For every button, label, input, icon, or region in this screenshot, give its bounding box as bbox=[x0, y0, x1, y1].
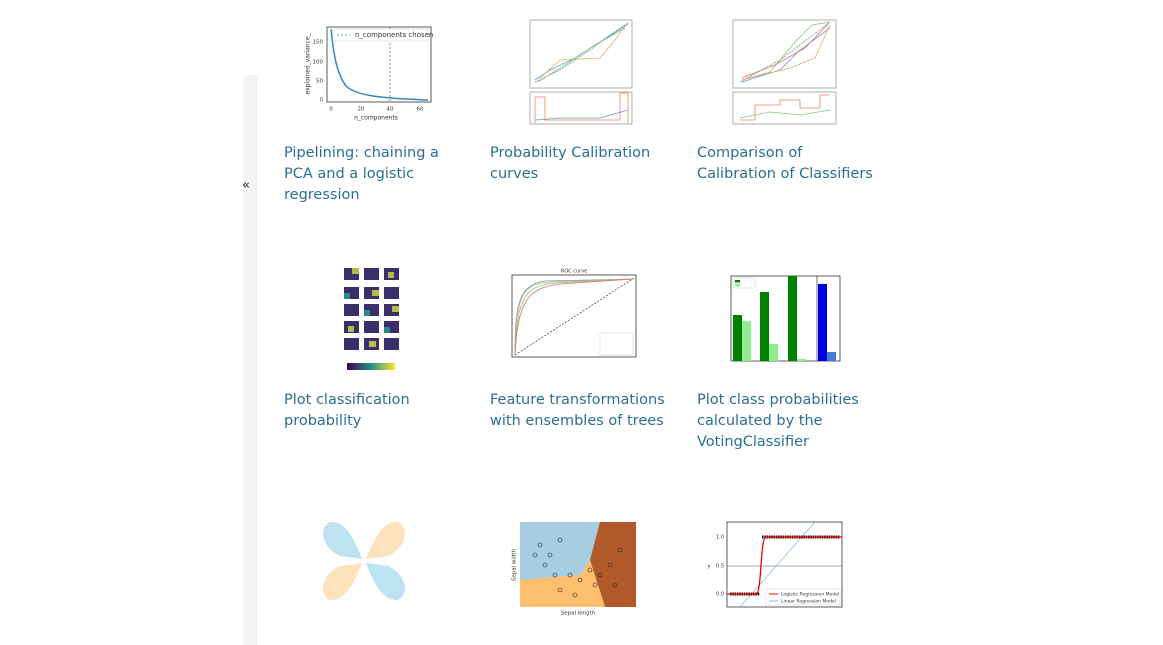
legend-text: Logistic Regression Model bbox=[781, 592, 839, 598]
thumbnail[interactable]: Logistic Regression Model Linear Regress… bbox=[707, 521, 843, 608]
tick-label: 150 bbox=[313, 40, 324, 46]
tick-label: 0.0 bbox=[716, 592, 724, 598]
axis-label: Sepal length bbox=[561, 611, 596, 617]
thumbnail[interactable]: n_components chosen 150 100 50 0 0 20 40… bbox=[305, 26, 434, 122]
axis-label: Sepal width bbox=[512, 548, 518, 581]
axis-label: y bbox=[707, 564, 711, 570]
thumbnail[interactable]: ROC curve bbox=[511, 269, 637, 358]
page: « n_components chosen 150 100 50 0 0 20 … bbox=[242, 19, 873, 645]
tick-label: 50 bbox=[316, 79, 323, 85]
tick-label: 20 bbox=[358, 107, 365, 113]
thumbnail[interactable] bbox=[732, 19, 837, 125]
thumbnail[interactable] bbox=[529, 19, 633, 125]
tick-label: 100 bbox=[313, 60, 324, 66]
thumbnails: n_components chosen 150 100 50 0 0 20 40… bbox=[305, 19, 843, 617]
gallery-item-title[interactable]: Comparison of Calibration of Classifiers bbox=[697, 145, 873, 182]
gallery-item-title[interactable]: Pipelining: chaining a PCA and a logisti… bbox=[284, 145, 439, 203]
gallery-item-title[interactable]: Probability Calibration curves bbox=[490, 145, 651, 182]
sidebar bbox=[243, 75, 258, 645]
thumbnail[interactable] bbox=[323, 521, 405, 601]
axis-label: explained_variance_ bbox=[305, 32, 312, 94]
gallery-item-title[interactable]: Plot classification probability bbox=[284, 392, 410, 429]
thumbnail[interactable] bbox=[730, 275, 841, 362]
tick-label: 1.0 bbox=[716, 535, 724, 541]
gallery-item-title[interactable]: Plot class probabilities calculated by t… bbox=[697, 392, 859, 450]
tick-label: 60 bbox=[417, 107, 424, 113]
legend-text: Linear Regression Model bbox=[781, 599, 836, 605]
tick-label: 0 bbox=[320, 98, 324, 104]
tick-label: 0 bbox=[329, 107, 333, 113]
thumbnail[interactable] bbox=[344, 268, 399, 370]
thumb-title: ROC curve bbox=[561, 269, 588, 275]
tick-label: 40 bbox=[387, 107, 394, 113]
sidebar-toggle[interactable]: « bbox=[242, 178, 250, 193]
axis-label: n_components bbox=[354, 115, 398, 122]
legend-text: n_components chosen bbox=[355, 31, 433, 39]
thumbnail[interactable]: Sepal length Sepal width bbox=[512, 522, 637, 617]
gallery-item-title[interactable]: Feature transformations with ensembles o… bbox=[490, 392, 665, 429]
tick-label: 0.5 bbox=[716, 564, 724, 570]
